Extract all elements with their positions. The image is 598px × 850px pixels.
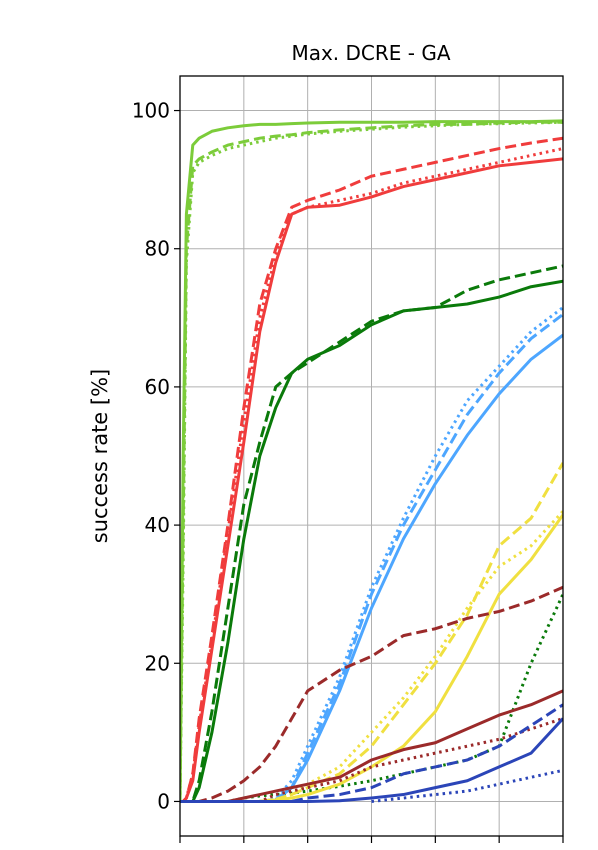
series-line bbox=[180, 585, 563, 803]
series-line bbox=[180, 136, 563, 803]
series-line bbox=[180, 147, 563, 803]
series-line bbox=[180, 279, 563, 803]
series-line bbox=[180, 264, 563, 803]
y-tick-label: 40 bbox=[145, 513, 170, 537]
y-tick-label: 0 bbox=[157, 789, 170, 813]
series-line bbox=[180, 703, 563, 803]
series-line bbox=[180, 120, 563, 802]
y-tick-label: 60 bbox=[145, 375, 170, 399]
chart-title: Max. DCRE - GA bbox=[291, 41, 450, 65]
plot-lines bbox=[180, 119, 563, 803]
y-tick-label: 80 bbox=[145, 237, 170, 261]
y-axis-label: success rate [%] bbox=[88, 369, 112, 544]
series-line bbox=[180, 119, 563, 802]
series-line bbox=[180, 120, 563, 802]
ticks: 0 20 40 60 80 100 bbox=[132, 99, 564, 843]
y-tick-label: 100 bbox=[132, 99, 170, 123]
y-tick-label: 20 bbox=[145, 651, 170, 675]
